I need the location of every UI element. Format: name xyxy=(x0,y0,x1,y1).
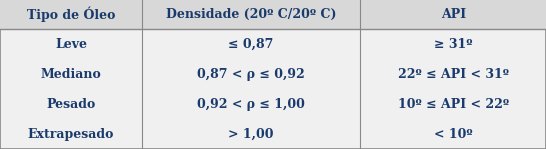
Text: 0,92 < ρ ≤ 1,00: 0,92 < ρ ≤ 1,00 xyxy=(197,98,305,111)
Text: Pesado: Pesado xyxy=(46,98,96,111)
Text: < 10º: < 10º xyxy=(434,128,472,141)
Text: 22º ≤ API < 31º: 22º ≤ API < 31º xyxy=(397,67,509,80)
Text: Mediano: Mediano xyxy=(40,67,102,80)
Text: > 1,00: > 1,00 xyxy=(228,128,274,141)
Text: ≤ 0,87: ≤ 0,87 xyxy=(228,38,274,51)
Text: ≥ 31º: ≥ 31º xyxy=(434,38,472,51)
Text: API: API xyxy=(441,8,466,21)
Text: 0,87 < ρ ≤ 0,92: 0,87 < ρ ≤ 0,92 xyxy=(197,67,305,80)
Bar xyxy=(0,0,546,29)
Text: 10º ≤ API < 22º: 10º ≤ API < 22º xyxy=(397,98,509,111)
Text: Leve: Leve xyxy=(55,38,87,51)
Text: Densidade (20º C/20º C): Densidade (20º C/20º C) xyxy=(166,8,336,21)
Text: Extrapesado: Extrapesado xyxy=(28,128,114,141)
Text: Tipo de Óleo: Tipo de Óleo xyxy=(27,7,115,22)
